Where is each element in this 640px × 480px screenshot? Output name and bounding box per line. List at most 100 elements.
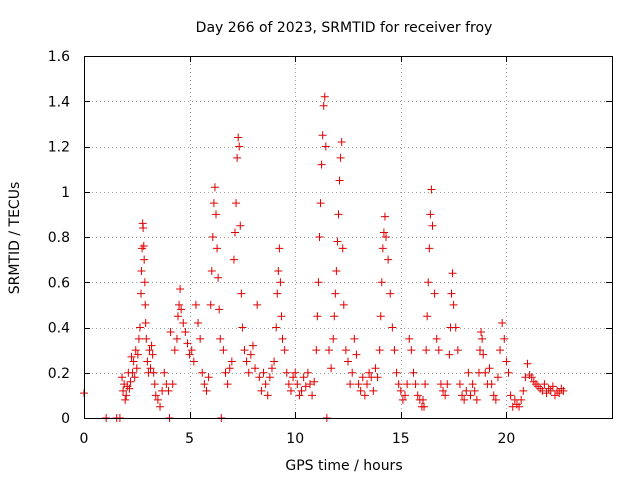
data-point <box>331 289 340 298</box>
y-axis-label: SRMTID / TECUs <box>7 182 23 295</box>
data-point <box>118 373 127 382</box>
data-point <box>280 346 289 355</box>
data-point <box>237 289 246 298</box>
data-point <box>432 334 441 343</box>
data-point <box>265 373 274 382</box>
data-point <box>441 391 450 400</box>
data-point <box>200 380 209 389</box>
data-point <box>293 380 302 389</box>
y-tick-label: 1 <box>61 185 70 201</box>
data-point <box>284 380 293 389</box>
data-point <box>204 373 213 382</box>
data-point <box>443 380 452 389</box>
data-point <box>363 380 372 389</box>
data-point <box>390 346 399 355</box>
data-point <box>240 346 249 355</box>
data-point <box>515 402 524 411</box>
data-point <box>275 244 284 253</box>
y-tick-label: 1.6 <box>48 49 70 65</box>
data-point <box>425 244 434 253</box>
data-point <box>181 328 190 337</box>
data-point <box>316 199 325 208</box>
data-point <box>420 402 429 411</box>
data-point <box>529 377 538 386</box>
data-point <box>194 318 203 327</box>
data-point <box>273 289 282 298</box>
data-point <box>234 133 243 142</box>
data-point <box>139 223 148 232</box>
data-point <box>134 334 143 343</box>
data-point <box>453 346 462 355</box>
data-point <box>151 391 160 400</box>
data-point <box>251 364 260 373</box>
data-point <box>375 346 384 355</box>
data-point <box>145 346 154 355</box>
data-point <box>235 142 244 151</box>
data-point <box>185 350 194 359</box>
data-point <box>149 368 158 377</box>
data-point <box>421 380 430 389</box>
data-point <box>445 350 454 359</box>
data-point <box>411 380 420 389</box>
data-point <box>303 368 312 377</box>
data-point <box>542 389 551 398</box>
data-point <box>202 386 211 395</box>
data-point <box>470 386 479 395</box>
data-point <box>458 391 467 400</box>
data-point <box>468 380 477 389</box>
data-point <box>313 312 322 321</box>
data-point <box>329 334 338 343</box>
data-point <box>500 334 509 343</box>
data-point <box>131 346 140 355</box>
data-point <box>462 386 471 395</box>
data-point <box>540 380 549 389</box>
data-point <box>219 346 228 355</box>
data-point <box>413 391 422 400</box>
data-point <box>160 368 169 377</box>
data-point <box>373 373 382 382</box>
data-point <box>447 289 456 298</box>
x-tick-label: 10 <box>286 431 304 447</box>
chart-title: Day 266 of 2023, SRMTID for receiver fro… <box>196 20 493 36</box>
data-point <box>128 368 137 377</box>
data-point <box>207 266 216 275</box>
data-point <box>261 380 270 389</box>
data-point <box>428 221 437 230</box>
data-point <box>396 386 405 395</box>
data-point <box>248 341 257 350</box>
data-point <box>263 391 272 400</box>
data-point <box>525 371 534 380</box>
data-point <box>346 380 355 389</box>
data-point <box>127 352 136 361</box>
data-point <box>496 346 505 355</box>
data-point <box>286 386 295 395</box>
data-point <box>548 382 557 391</box>
data-point <box>403 380 412 389</box>
data-point <box>291 368 300 377</box>
data-point <box>297 386 306 395</box>
data-point <box>491 395 500 404</box>
data-point <box>223 380 232 389</box>
data-point <box>216 334 225 343</box>
data-point <box>369 386 378 395</box>
data-point <box>173 312 182 321</box>
data-point <box>317 160 326 169</box>
data-point <box>137 289 146 298</box>
data-point <box>213 244 222 253</box>
axis-ticks <box>84 56 612 419</box>
data-point <box>177 305 186 314</box>
data-point <box>534 382 543 391</box>
data-points <box>80 92 568 422</box>
data-point <box>206 300 215 309</box>
data-point <box>246 350 255 359</box>
data-point <box>209 199 218 208</box>
data-point <box>227 357 236 366</box>
data-point <box>198 368 207 377</box>
data-point <box>538 386 547 395</box>
data-point <box>448 269 457 278</box>
data-point <box>140 255 149 264</box>
data-point <box>544 384 553 393</box>
data-point <box>277 312 286 321</box>
data-point <box>377 278 386 287</box>
